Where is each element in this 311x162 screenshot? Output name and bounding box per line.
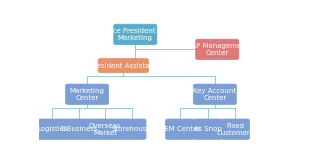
FancyBboxPatch shape (221, 119, 250, 139)
FancyBboxPatch shape (38, 119, 67, 139)
Text: Key Account
Center: Key Account Center (193, 88, 236, 101)
Text: Storehouse: Storehouse (112, 126, 151, 132)
Text: E-Business: E-Business (60, 126, 97, 132)
FancyBboxPatch shape (98, 58, 148, 73)
Text: Marketing
Center: Marketing Center (70, 88, 104, 101)
FancyBboxPatch shape (91, 119, 119, 139)
FancyBboxPatch shape (64, 119, 93, 139)
FancyBboxPatch shape (114, 24, 157, 45)
FancyBboxPatch shape (193, 119, 222, 139)
Text: President Assistant: President Assistant (90, 63, 156, 69)
FancyBboxPatch shape (196, 39, 239, 60)
Text: Overseas
Market: Overseas Market (89, 123, 121, 136)
FancyBboxPatch shape (66, 84, 109, 104)
Text: OEM Center: OEM Center (159, 126, 201, 132)
FancyBboxPatch shape (193, 84, 236, 104)
FancyBboxPatch shape (117, 119, 146, 139)
Text: ERP Management
Center: ERP Management Center (187, 43, 248, 56)
Text: Vice President of
Marketing: Vice President of Marketing (106, 28, 165, 41)
Text: 4s Shop: 4s Shop (194, 126, 221, 132)
Text: Fixed
Customers: Fixed Customers (217, 123, 254, 136)
Text: Logistics: Logistics (37, 126, 67, 132)
FancyBboxPatch shape (165, 119, 194, 139)
